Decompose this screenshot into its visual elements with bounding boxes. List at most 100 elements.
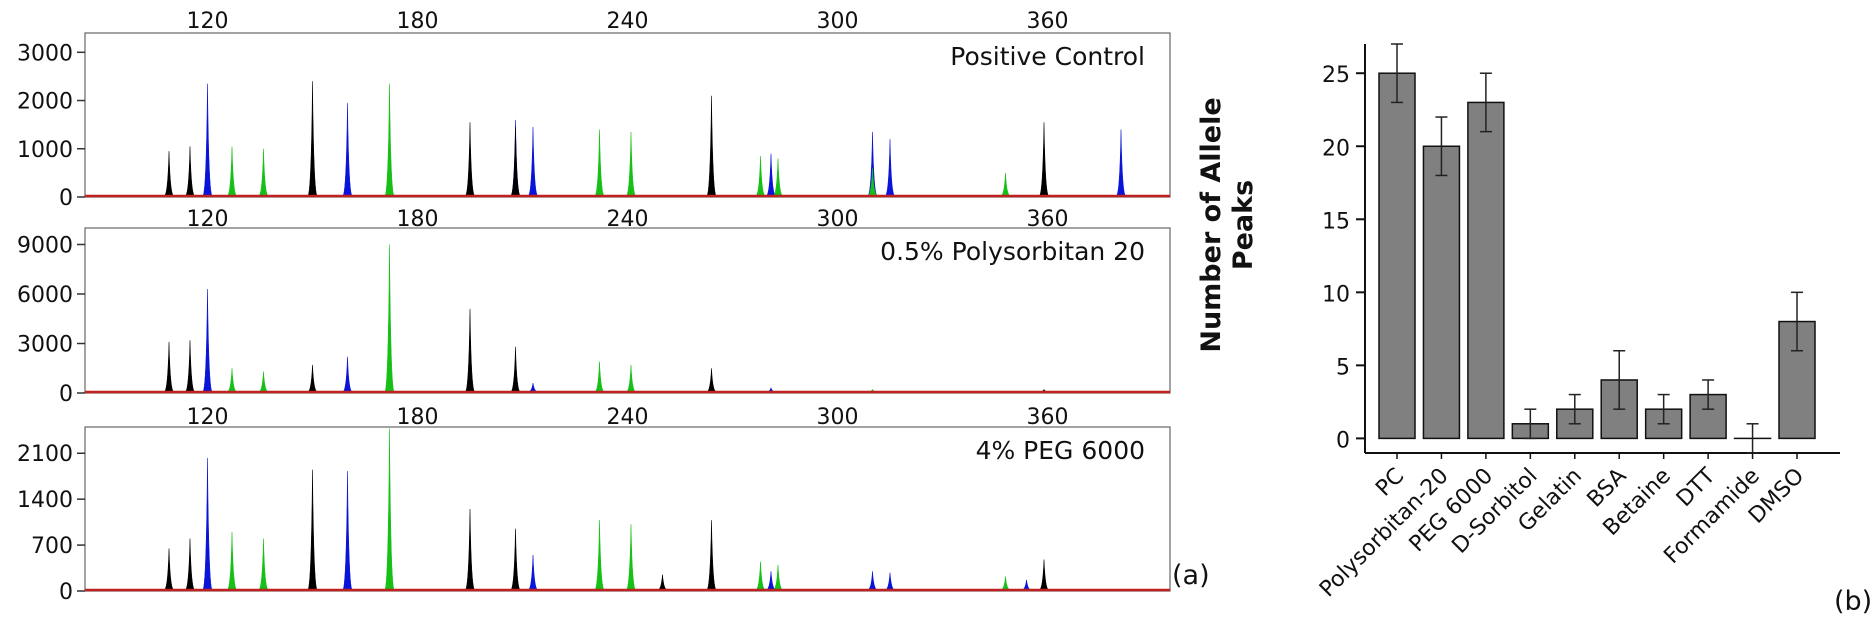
x-tick-label: 300 (817, 405, 859, 430)
peak-green (258, 148, 269, 197)
bar (1422, 145, 1461, 440)
panel-label-b: (b) (1834, 586, 1872, 617)
peak-black (307, 469, 318, 591)
panel-label-a: (a) (1172, 560, 1210, 591)
peak-black (464, 122, 476, 197)
peak-green (625, 524, 637, 591)
y-tick-label: 0 (59, 382, 73, 407)
peak-blue (527, 127, 539, 197)
peak-black (1038, 122, 1050, 197)
peak-green (772, 158, 784, 197)
peak-black (464, 508, 476, 591)
y-tick-label: 20 (1322, 136, 1350, 161)
y-axis-label: Number of AllelePeaks (1196, 97, 1259, 352)
peak-blue (1021, 579, 1032, 591)
peak-blue (884, 572, 896, 591)
y-tick-label: 700 (31, 534, 73, 559)
peak-blue (765, 153, 777, 197)
y-tick-label: 9000 (17, 234, 73, 259)
peak-green (226, 146, 238, 197)
x-tick-label: 180 (397, 9, 439, 34)
peak-green (755, 561, 766, 591)
peak-black (706, 95, 717, 197)
x-tick-label: 180 (397, 405, 439, 430)
peak-green (258, 371, 269, 393)
peak-blue (527, 383, 539, 393)
subplot-title: 0.5% Polysorbitan 20 (880, 237, 1145, 266)
peak-blue (342, 102, 353, 197)
peak-black (510, 346, 521, 393)
y-axis-label-line: Number of Allele (1196, 97, 1227, 352)
peak-green (867, 168, 878, 197)
peak-blue (202, 457, 213, 591)
peak-black (1038, 559, 1050, 591)
peak-blue (765, 571, 777, 591)
x-tick-label: 120 (187, 9, 229, 34)
y-tick-label: 10 (1322, 282, 1350, 307)
y-axis: 0 3000 6000 9000 (17, 234, 85, 407)
y-tick-label: 0 (1336, 428, 1350, 453)
electropherogram-positive-control: 120 180 240 300 360 0 1000 2000 3000 Positive C… (17, 9, 1171, 211)
peak-blue (527, 554, 539, 591)
peak-blue (342, 470, 353, 591)
bar-axes: 0 5 10 15 20 25 (1322, 44, 1840, 454)
y-tick-label: 3000 (17, 333, 73, 358)
x-tick-label: 240 (607, 405, 649, 430)
peak-black (184, 538, 196, 591)
top-axis-ticks: 120 180 240 300 360 (187, 9, 1069, 34)
peak-traces (163, 428, 1050, 591)
subplot-title: Positive Control (950, 42, 1145, 71)
peak-green (258, 538, 269, 591)
y-tick-label: 25 (1322, 63, 1350, 88)
peak-black (464, 308, 476, 393)
peak-black (657, 574, 668, 591)
subplot-title: 4% PEG 6000 (976, 436, 1145, 465)
peak-traces (163, 81, 1127, 197)
electropherogram-peg-6000: 120 180 240 300 360 0 700 1400 2100 4% PEG 6000 (17, 405, 1171, 605)
top-axis-ticks: 120 180 240 300 360 (187, 405, 1069, 430)
x-tick-label: 360 (1027, 405, 1069, 430)
peak-green (594, 361, 605, 393)
peak-blue (884, 139, 896, 197)
peak-green (755, 155, 766, 197)
peak-green (594, 520, 605, 591)
peak-blue (202, 289, 213, 393)
peak-blue (342, 356, 353, 393)
y-tick-label: 2000 (17, 90, 73, 115)
y-axis: 0 700 1400 2100 (17, 442, 85, 605)
peak-black (706, 368, 717, 393)
peak-blue (1115, 129, 1127, 197)
y-tick-label: 1400 (17, 488, 73, 513)
bar (1378, 72, 1416, 440)
y-tick-label: 3000 (17, 41, 73, 66)
y-tick-label: 6000 (17, 283, 73, 308)
peak-green (384, 83, 395, 197)
peak-green (384, 428, 395, 591)
y-tick-label: 0 (59, 580, 73, 605)
y-axis-label-line: Peaks (1228, 180, 1259, 270)
peak-green (625, 131, 637, 197)
peak-black (510, 127, 521, 197)
peak-black (163, 548, 175, 591)
peak-green (384, 244, 395, 393)
peak-blue (867, 571, 878, 591)
peak-green (1000, 172, 1011, 197)
peak-black (307, 81, 318, 197)
x-tick-label: 300 (817, 9, 859, 34)
y-axis: 0 1000 2000 3000 (17, 41, 85, 211)
peak-black (163, 341, 175, 393)
y-tick-label: 2100 (17, 442, 73, 467)
x-tick-label: 360 (1027, 9, 1069, 34)
y-tick-label: 1000 (17, 138, 73, 163)
peak-black (184, 146, 196, 197)
peak-black (307, 364, 318, 393)
peak-green (625, 364, 637, 393)
peak-green (1000, 576, 1011, 591)
peak-traces (163, 244, 1050, 393)
x-tick-label: 240 (607, 9, 649, 34)
